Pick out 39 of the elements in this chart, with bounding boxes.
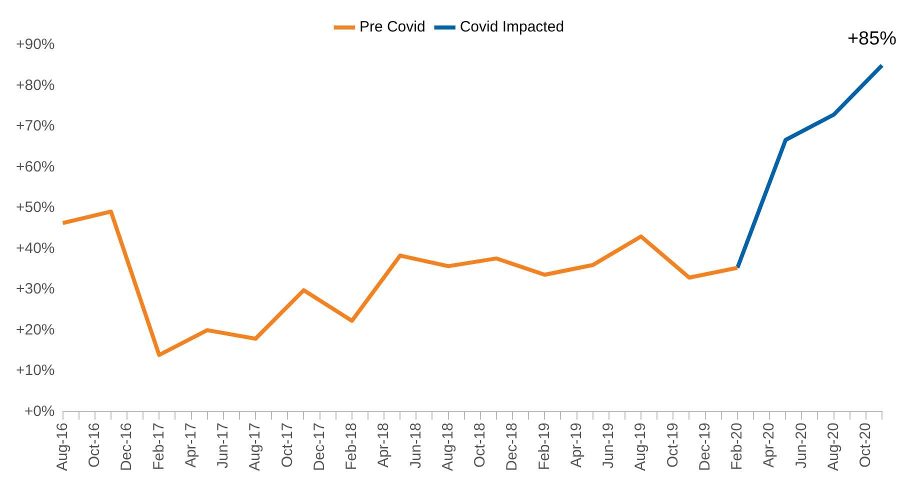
x-tick-label: Oct-19	[664, 422, 682, 468]
y-tick-label: +60%	[16, 158, 55, 176]
x-tick-label: Jun-20	[792, 422, 810, 469]
x-tick-label: Feb-18	[343, 422, 360, 470]
legend-label: Covid Impacted	[460, 18, 564, 36]
y-tick-label: +50%	[16, 199, 55, 216]
x-tick-label: Feb-17	[150, 422, 168, 470]
legend-label: Pre Covid	[359, 18, 426, 36]
y-tick-label: +40%	[16, 240, 55, 257]
x-tick-label: Aug-19	[632, 422, 650, 472]
x-tick-label: Aug-16	[54, 422, 71, 472]
x-tick-label: Jun-17	[214, 422, 232, 469]
x-tick-label: Jun-19	[600, 422, 618, 469]
x-tick-label: Feb-20	[728, 422, 746, 470]
x-tick-label: Feb-19	[536, 422, 553, 470]
x-tick-label: Apr-17	[182, 422, 200, 468]
y-tick-label: +70%	[16, 118, 55, 135]
x-tick-label: Dec-17	[310, 422, 328, 471]
x-tick-label: Oct-17	[278, 422, 296, 468]
y-tick-label: +20%	[16, 321, 55, 338]
x-tick-label: Dec-18	[504, 422, 521, 471]
x-tick-label: Dec-16	[118, 422, 136, 471]
y-tick-label: +30%	[16, 280, 55, 298]
y-tick-label: +0%	[24, 402, 55, 420]
x-tick-label: Aug-18	[439, 422, 456, 472]
x-tick-label: Aug-17	[246, 422, 264, 472]
x-tick-label: Aug-20	[824, 422, 842, 472]
annotation: +85%	[847, 28, 897, 50]
y-tick-label: +90%	[16, 36, 55, 54]
x-tick-label: Apr-19	[568, 422, 585, 468]
x-tick-label: Apr-20	[760, 422, 778, 468]
x-tick-label: Dec-19	[696, 422, 714, 471]
x-tick-label: Apr-18	[375, 422, 392, 468]
x-tick-label: Jun-18	[407, 422, 424, 469]
x-tick-label: Oct-20	[857, 422, 874, 468]
y-tick-label: +10%	[16, 362, 55, 380]
x-tick-label: Oct-16	[86, 422, 104, 468]
y-tick-label: +80%	[16, 76, 55, 94]
x-tick-label: Oct-18	[472, 422, 489, 468]
